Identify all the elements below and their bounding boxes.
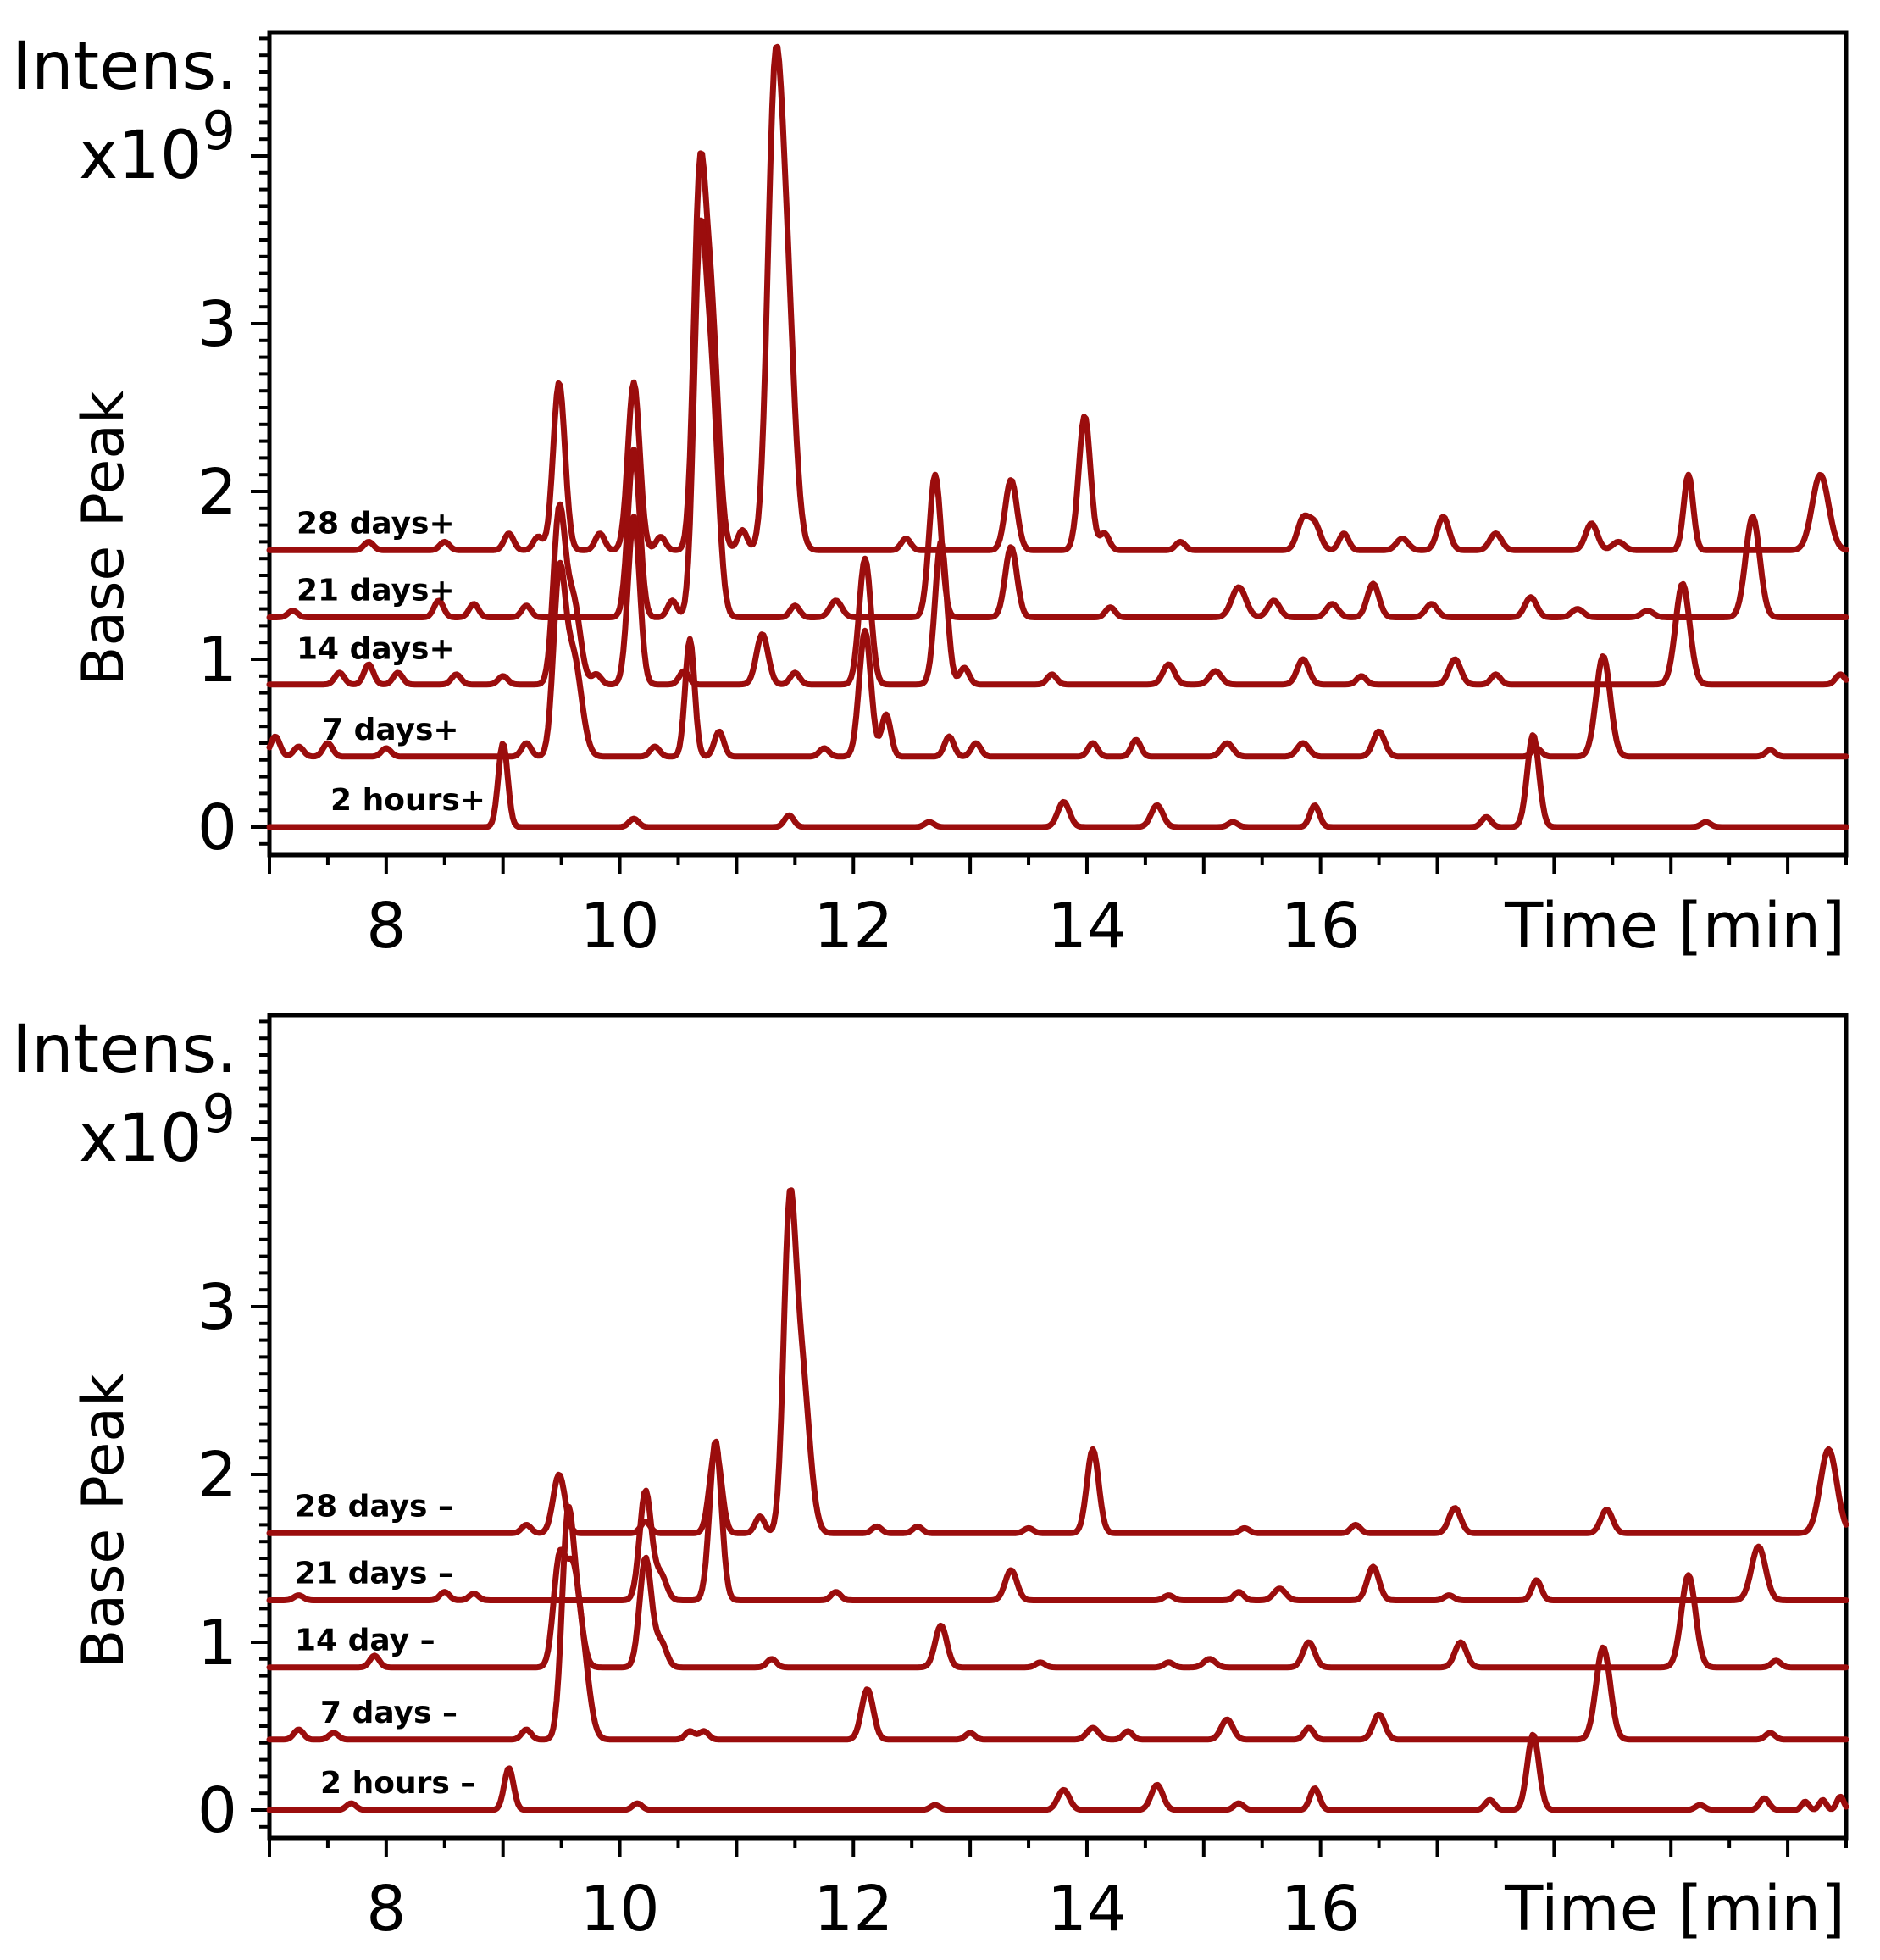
y-tick-label: 1 (197, 1607, 237, 1680)
y-tick-labels: 0 1 2 3 (197, 288, 237, 864)
trace-label: 14 day – (295, 1624, 435, 1658)
x-tick-label: 14 (1047, 1873, 1127, 1946)
chromatogram-trace (266, 1438, 1849, 1603)
x-axis-label: Time [min] (1504, 890, 1845, 963)
y-tick-label: 3 (197, 1271, 237, 1344)
trace-label: 7 days+ (322, 713, 459, 747)
trace-label: 2 hours+ (330, 783, 485, 818)
trace-labels: 28 days – 21 days – 14 day – 7 days – 2 … (295, 1489, 475, 1801)
y-axis-label: Base Peak (70, 390, 137, 686)
chromatogram-traces (266, 43, 1849, 830)
y-tick-label: 2 (197, 1439, 237, 1512)
y-axis-label: Base Peak (70, 1373, 137, 1668)
trace-label: 28 days – (295, 1489, 453, 1524)
plot-frame (267, 30, 1849, 858)
x-tick-label: 14 (1047, 890, 1127, 963)
chromatogram-trace (266, 1546, 1849, 1671)
x-tick-label: 12 (813, 890, 893, 963)
y-tick-label: 1 (197, 624, 237, 697)
trace-label: 21 days+ (297, 574, 455, 608)
chromatogram-trace (266, 732, 1849, 830)
chromatogram-traces (266, 1187, 1849, 1813)
y-tick-label: 3 (197, 288, 237, 361)
x-tick-label: 16 (1281, 890, 1361, 963)
chromatogram-trace (266, 501, 1849, 688)
chromatogram-trace (266, 1187, 1849, 1536)
trace-labels: 28 days+ 21 days+ 14 days+ 7 days+ 2 hou… (297, 506, 485, 818)
trace-label: 14 days+ (297, 632, 455, 667)
y-tick-label: 2 (197, 456, 237, 529)
trace-label: 28 days+ (297, 506, 455, 541)
x-tick-label: 12 (813, 1873, 893, 1946)
trace-label: 21 days – (295, 1557, 453, 1591)
plot-frame (267, 1013, 1849, 1841)
x-tick-labels: 8 10 12 14 16 (366, 1873, 1360, 1946)
chromatogram-trace (266, 1731, 1849, 1813)
chromatogram-trace (266, 217, 1849, 620)
x-tick-label: 10 (580, 1873, 659, 1946)
y-multiplier: x109 (79, 1083, 236, 1177)
y-multiplier: x109 (79, 100, 236, 194)
axis-ticks (251, 36, 1848, 874)
x-axis-label: Time [min] (1504, 1873, 1845, 1946)
chromatogram-trace (266, 43, 1849, 553)
y-tick-label: 0 (197, 791, 237, 864)
x-tick-label: 8 (366, 890, 406, 963)
trace-label: 2 hours – (320, 1766, 475, 1801)
x-tick-label: 16 (1281, 1873, 1361, 1946)
x-tick-labels: 8 10 12 14 16 (366, 890, 1360, 963)
bottom-chart-panel: Intens. x109 Base Peak 0 1 2 3 8 10 12 1… (12, 1012, 1849, 1946)
y-tick-label: 0 (197, 1774, 237, 1847)
axis-ticks (251, 1019, 1848, 1857)
x-tick-label: 8 (366, 1873, 406, 1946)
x-tick-label: 10 (580, 890, 659, 963)
top-chart-panel: Intens. x109 Base Peak 0 1 2 3 8 10 12 1… (12, 29, 1849, 963)
y-tick-labels: 0 1 2 3 (197, 1271, 237, 1847)
chromatogram-trace (266, 559, 1849, 760)
trace-label: 7 days – (320, 1696, 458, 1730)
y-title-intens: Intens. (12, 29, 237, 105)
chromatogram-trace (266, 1503, 1849, 1743)
y-title-intens: Intens. (12, 1012, 237, 1088)
